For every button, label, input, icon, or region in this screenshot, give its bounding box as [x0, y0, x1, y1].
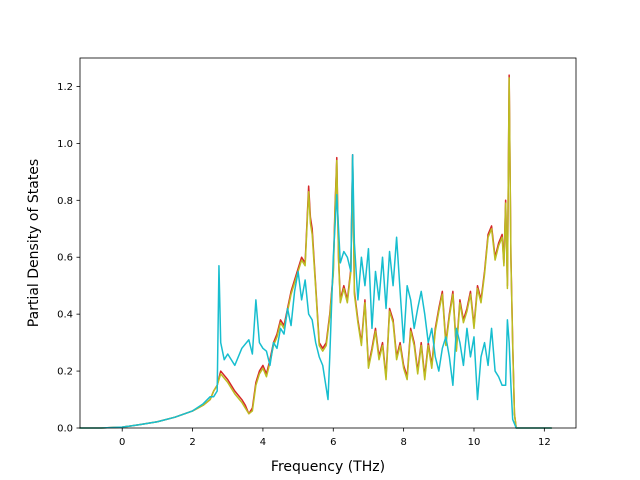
- pdos-series-line-2: [79, 77, 553, 429]
- pdos-series-line-1: [79, 74, 553, 429]
- axes-frame: [79, 57, 577, 429]
- y-tick-label: 0.0: [57, 424, 73, 435]
- x-tick-label: 6: [330, 437, 336, 448]
- plot-area: [79, 74, 553, 429]
- y-axis-label: Partial Density of States: [26, 159, 42, 327]
- x-axis-label: Frequency (THz): [271, 459, 385, 475]
- x-tick-label: 2: [189, 437, 195, 448]
- y-tick-label: 0.8: [57, 196, 73, 207]
- y-tick-label: 0.2: [57, 367, 73, 378]
- x-tick-label: 0: [119, 437, 125, 448]
- y-tick-label: 0.4: [57, 310, 73, 321]
- x-tick-label: 12: [538, 437, 551, 448]
- x-tick-label: 10: [468, 437, 481, 448]
- x-axis-ticks: 0 2 4 6 8 10 12: [119, 428, 551, 448]
- y-tick-label: 1.0: [57, 139, 73, 150]
- pdos-series-line-3: [79, 154, 553, 429]
- y-tick-label: 1.2: [57, 82, 73, 93]
- y-tick-label: 0.6: [57, 253, 73, 264]
- x-tick-label: 8: [400, 437, 406, 448]
- y-axis-ticks: 0.0 0.2 0.4 0.6 0.8 1.0 1.2: [57, 82, 80, 435]
- x-tick-label: 4: [260, 437, 266, 448]
